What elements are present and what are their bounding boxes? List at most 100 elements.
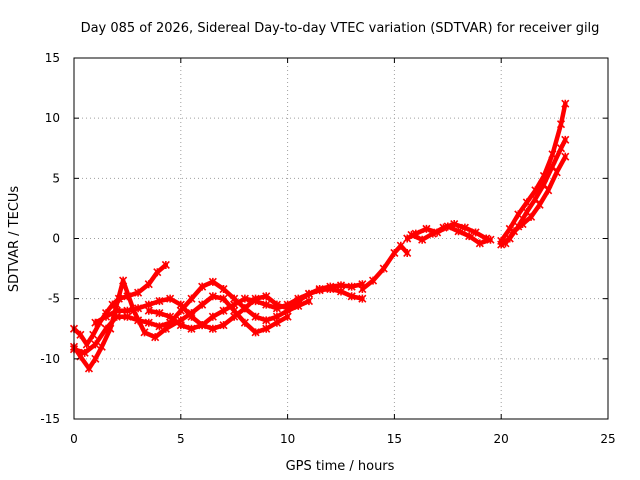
data-point xyxy=(101,312,111,321)
data-point xyxy=(326,284,335,294)
data-point xyxy=(155,322,164,331)
data-point xyxy=(439,223,448,232)
x-tick-label: 25 xyxy=(600,432,615,446)
data-point xyxy=(561,135,570,144)
y-tick-label: 10 xyxy=(45,111,60,125)
data-point xyxy=(315,286,324,295)
data-point xyxy=(219,306,228,315)
data-point xyxy=(422,224,431,233)
series-layer xyxy=(69,99,570,373)
data-point xyxy=(403,248,412,258)
data-point xyxy=(518,219,527,229)
data-point xyxy=(240,304,249,313)
y-tick-label: 15 xyxy=(45,51,60,65)
data-point xyxy=(390,248,399,258)
data-point xyxy=(514,210,523,219)
data-point xyxy=(454,227,463,236)
data-point xyxy=(272,304,281,313)
data-point xyxy=(119,276,128,285)
data-point xyxy=(407,230,416,239)
data-point xyxy=(208,292,217,301)
data-point xyxy=(97,342,106,351)
data-point xyxy=(134,288,143,297)
data-point xyxy=(89,330,98,339)
data-point xyxy=(304,297,314,306)
data-point xyxy=(112,306,121,315)
data-point xyxy=(531,194,540,203)
data-point xyxy=(219,284,228,294)
data-point xyxy=(198,321,207,330)
data-point xyxy=(561,152,570,161)
axis-ticks: 0 5 10 15 20 25 -15 -10 -5 0 5 10 15 xyxy=(40,51,615,446)
data-point xyxy=(240,318,249,327)
data-point xyxy=(230,300,239,309)
data-point xyxy=(428,229,437,238)
x-tick-label: 20 xyxy=(494,432,509,446)
x-axis-title: GPS time / hours xyxy=(286,459,395,474)
data-point xyxy=(251,297,260,306)
data-point xyxy=(91,340,100,349)
data-point xyxy=(465,232,474,241)
x-tick-label: 10 xyxy=(280,432,295,446)
data-point xyxy=(140,328,149,337)
data-point xyxy=(471,228,480,237)
chart-title: Day 085 of 2026, Sidereal Day-to-day VTE… xyxy=(81,21,600,36)
data-point xyxy=(187,294,196,303)
data-point xyxy=(539,180,548,189)
data-point xyxy=(187,312,196,321)
data-point xyxy=(251,312,260,321)
data-point xyxy=(482,234,491,243)
y-tick-label: -10 xyxy=(40,352,60,366)
data-point xyxy=(368,276,378,285)
data-point xyxy=(153,268,162,277)
data-point xyxy=(240,294,249,303)
data-point xyxy=(535,200,544,209)
data-point xyxy=(544,186,553,195)
data-point xyxy=(219,294,228,303)
data-point xyxy=(418,235,427,244)
data-point xyxy=(219,321,228,330)
data-point xyxy=(166,294,175,303)
data-point xyxy=(561,99,570,108)
data-point xyxy=(460,223,469,232)
data-point xyxy=(548,162,557,171)
data-point xyxy=(262,316,271,325)
x-tick-label: 0 xyxy=(70,432,78,446)
data-point xyxy=(208,324,217,333)
data-point xyxy=(155,309,164,318)
data-point xyxy=(84,364,94,373)
data-point xyxy=(336,287,346,296)
data-point xyxy=(176,300,185,309)
data-point xyxy=(556,120,566,129)
data-point xyxy=(151,333,160,342)
data-point xyxy=(450,219,459,229)
data-point xyxy=(101,324,111,333)
data-point xyxy=(272,312,281,321)
data-point xyxy=(161,260,170,270)
y-tick-label: -5 xyxy=(48,292,60,306)
data-point xyxy=(396,241,405,250)
data-point xyxy=(208,277,217,286)
data-point xyxy=(347,282,356,291)
data-point xyxy=(304,289,314,298)
x-tick-label: 5 xyxy=(177,432,185,446)
data-point xyxy=(230,312,239,321)
data-point xyxy=(527,212,536,221)
data-point xyxy=(262,292,271,301)
data-point xyxy=(552,168,561,177)
data-point xyxy=(144,280,153,289)
data-point xyxy=(144,318,153,327)
y-tick-label: 0 xyxy=(52,232,60,246)
data-point xyxy=(379,264,388,273)
data-point xyxy=(262,324,271,333)
data-point xyxy=(123,306,132,315)
data-point xyxy=(358,284,367,294)
data-point xyxy=(294,294,303,303)
data-point xyxy=(76,330,85,339)
data-point xyxy=(198,300,207,309)
x-tick-label: 15 xyxy=(387,432,402,446)
data-point xyxy=(187,324,196,333)
data-point xyxy=(262,300,271,309)
data-point xyxy=(166,312,175,321)
